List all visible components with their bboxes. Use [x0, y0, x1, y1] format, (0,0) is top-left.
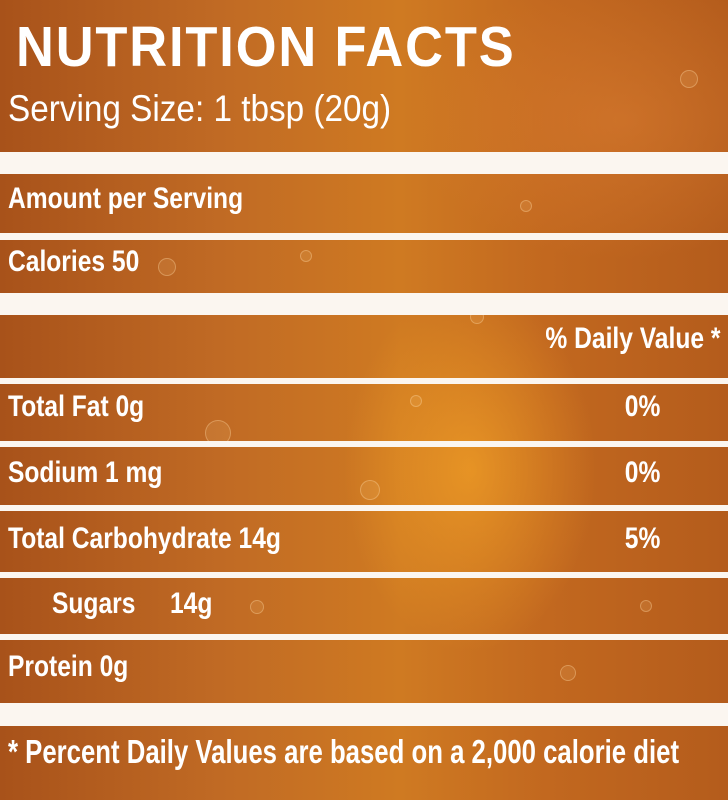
daily-value-header: % Daily Value *	[544, 322, 720, 355]
bubble	[680, 70, 698, 88]
bubble	[520, 200, 532, 212]
footnote: * Percent Daily Values are based on a 2,…	[8, 733, 680, 770]
rule	[0, 572, 728, 578]
nutrient-name: Total Carbohydrate 14g	[8, 522, 281, 555]
label-title: NUTRITION FACTS	[16, 15, 516, 79]
bubble	[410, 395, 422, 407]
serving-size: Serving Size: 1 tbsp (20g)	[8, 88, 392, 129]
bubble	[158, 258, 176, 276]
bubble	[250, 600, 264, 614]
bubble	[640, 600, 652, 612]
nutrient-name: Sodium 1 mg	[8, 456, 163, 489]
nutrient-dv: 0%	[624, 390, 660, 423]
calories: Calories 50	[8, 245, 140, 278]
bubble	[560, 665, 576, 681]
rule-thick	[0, 293, 728, 315]
nutrient-name: Sugars	[52, 587, 136, 620]
rule	[0, 505, 728, 511]
rule	[0, 233, 728, 240]
rule-thick	[0, 152, 728, 174]
amount-per-serving: Amount per Serving	[8, 182, 244, 215]
nutrient-dv: 5%	[624, 522, 660, 555]
nutrient-name: Protein 0g	[8, 650, 129, 683]
rule	[0, 441, 728, 447]
nutrient-name: Total Fat 0g	[8, 390, 145, 423]
nutrient-dv: 0%	[624, 456, 660, 489]
nutrient-amount: 14g	[170, 587, 213, 620]
bubble	[300, 250, 312, 262]
rule	[0, 634, 728, 640]
bubble	[360, 480, 380, 500]
rule	[0, 378, 728, 384]
rule-thick	[0, 703, 728, 726]
